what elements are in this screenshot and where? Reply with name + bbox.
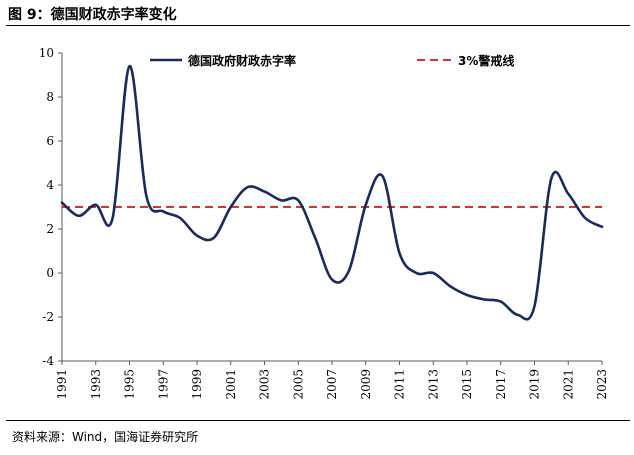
figure-title: 图 9：德国财政赤字率变化 [8,7,177,23]
x-tick-label: 1995 [123,369,137,400]
source-note: 资料来源：Wind，国海证券研究所 [12,430,199,444]
y-axis: -4 -2 0 2 4 6 8 10 [39,46,63,368]
x-tick-label: 2007 [325,369,339,400]
legend-label-threshold: 3%警戒线 [458,53,514,68]
y-tick-label: -2 [42,310,54,324]
x-tick-label: 1993 [89,369,103,400]
x-tick-label: 2017 [494,369,508,400]
deficit-line-chart: -4 -2 0 2 4 6 8 10 1991 1993 1995 1997 1999 2001 2003… [39,46,609,400]
x-tick-label: 2011 [393,369,407,400]
y-tick-label: -4 [42,354,54,368]
y-tick-label: 10 [39,46,54,60]
x-axis: 1991 1993 1995 1997 1999 2001 2003 2005 2007 2009… [55,360,609,400]
x-tick-label: 1997 [156,369,170,400]
x-tick-label: 2005 [291,369,305,400]
x-tick-label: 2015 [460,369,474,400]
x-tick-label: 2003 [258,369,272,400]
y-tick-label: 8 [46,90,54,104]
deficit-series-line [60,64,604,321]
title-divider [6,25,630,26]
x-tick-label: 2001 [224,369,238,400]
x-tick-label: 2021 [561,369,575,400]
y-tick-label: 2 [46,222,54,236]
x-tick-label: 2019 [528,369,542,400]
y-tick-label: 6 [46,134,54,148]
x-tick-label: 1999 [190,369,204,400]
y-tick-label: 4 [46,178,54,192]
x-tick-label: 2023 [595,369,609,400]
footer-divider [6,420,630,421]
y-tick-label: 0 [46,266,54,280]
legend: 德国政府财政赤字率 3%警戒线 [150,53,514,68]
x-tick-label: 1991 [55,369,69,400]
x-tick-label: 2013 [426,369,440,400]
x-tick-label: 2009 [359,369,373,400]
legend-label-deficit: 德国政府财政赤字率 [188,53,296,68]
series-layer [60,64,604,321]
